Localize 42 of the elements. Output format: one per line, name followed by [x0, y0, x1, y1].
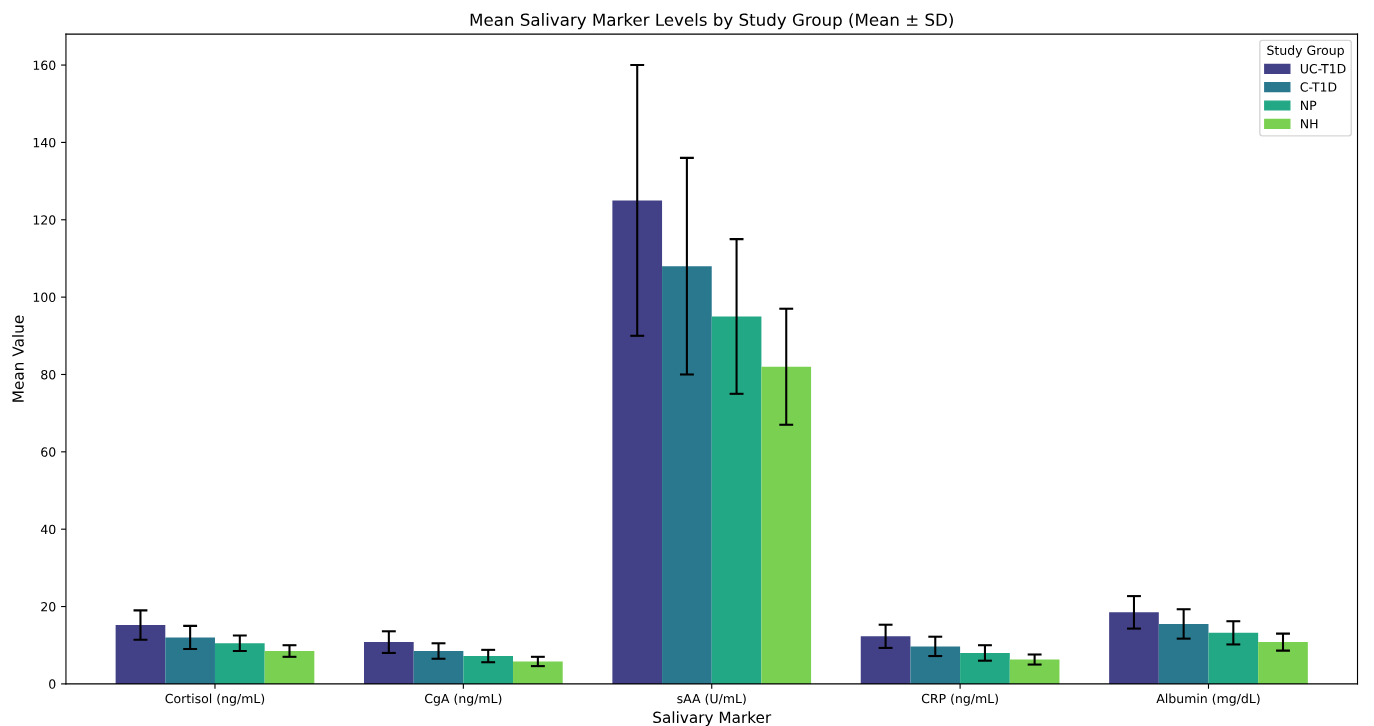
y-tick-label: 80 [41, 369, 56, 380]
bar [910, 646, 961, 684]
x-tick-label: Albumin (mg/dL) [1156, 693, 1260, 706]
bar [860, 636, 911, 684]
bar [1109, 612, 1159, 684]
x-tick-label: Cortisol (ng/mL) [165, 693, 265, 706]
bar [711, 316, 762, 684]
legend-label: UC-T1D [1300, 63, 1346, 74]
y-tick-label: 160 [33, 60, 56, 70]
y-tick-label: 40 [40, 524, 56, 535]
bar [761, 366, 812, 684]
x-tick-label: CgA (ng/mL) [424, 693, 502, 706]
x-axis-title: Salivary Marker [653, 711, 772, 726]
x-tick-label: CRP (ng/mL) [921, 693, 998, 706]
bar [264, 651, 315, 684]
bar [960, 652, 1010, 684]
legend-label: NH [1301, 119, 1318, 129]
y-tick-label: 0 [49, 679, 56, 689]
y-tick-label: 100 [33, 292, 56, 303]
bar [165, 637, 215, 684]
bar [413, 651, 464, 684]
bar [1158, 623, 1209, 684]
bar [115, 625, 166, 684]
bar [463, 656, 514, 684]
y-axis-title: Mean Value [12, 315, 24, 402]
y-tick-label: 20 [41, 602, 56, 612]
bar [364, 642, 414, 684]
legend-label: NP [1301, 100, 1317, 110]
bar [662, 266, 712, 684]
legend-label: C-T1D [1300, 82, 1337, 92]
bar [214, 643, 265, 684]
bar [612, 200, 663, 684]
y-tick-label: 140 [33, 137, 56, 148]
bar [1208, 632, 1259, 684]
chart-title: Mean Salivary Marker Levels by Study Group (Mean ± SD) [470, 13, 953, 30]
bar [1258, 642, 1308, 684]
y-tick-label: 120 [33, 215, 56, 225]
bar [1009, 659, 1060, 684]
x-tick-label: sAA (U/mL) [677, 693, 746, 705]
legend-title: Study Group [1267, 45, 1344, 58]
bar [513, 661, 563, 684]
y-tick-label: 60 [41, 447, 56, 457]
